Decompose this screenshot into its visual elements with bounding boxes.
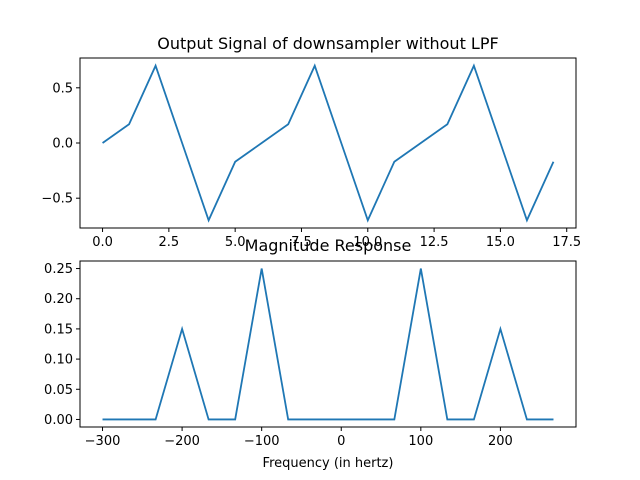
time-plot-ytick-label: 0.0 [52,137,73,152]
time-plot-xtick-label: 5.0 [225,235,246,250]
magnitude-plot-ytick-label: 0.20 [44,292,73,307]
magnitude-plot-xtick-label: −200 [164,434,200,449]
time-plot-xtick-label: 17.5 [552,235,581,250]
time-plot-xtick-label: 12.5 [420,235,449,250]
magnitude-plot-xtick-label: 100 [408,434,433,449]
magnitude-plot-xtick-label: 200 [488,434,513,449]
time-plot-xtick-label: 0.0 [92,235,113,250]
time-plot-xtick-label: 15.0 [486,235,515,250]
magnitude-plot-ytick-label: 0.05 [44,383,73,398]
time-plot-axes-frame [79,57,577,229]
magnitude-plot-title: Magnitude Response [245,236,412,255]
magnitude-plot-ytick-label: 0.00 [44,413,73,428]
magnitude-plot-xlabel: Frequency (in hertz) [263,456,394,471]
magnitude-response-plot: Magnitude Response Frequency (in hertz) … [44,236,577,471]
time-plot-xtick-label: 10.0 [353,235,382,250]
magnitude-plot-ytick-label: 0.15 [44,322,73,337]
magnitude-plot-series-line [102,268,554,421]
time-plot-xtick-label: 2.5 [159,235,180,250]
magnitude-plot-xtick-label: −100 [244,434,280,449]
time-plot-ytick-label: −0.5 [41,192,73,207]
magnitude-plot-axes-frame [79,260,577,428]
time-plot-ytick-label: 0.5 [52,81,73,96]
magnitude-plot-xtick-label: 0 [337,434,345,449]
magnitude-plot-ytick-label: 0.10 [44,353,73,368]
time-plot-series-line [102,63,555,223]
magnitude-plot-xtick-label: −300 [85,434,121,449]
time-plot-xtick-label: 7.5 [291,235,312,250]
magnitude-plot-ytick-label: 0.25 [44,262,73,277]
time-plot-title: Output Signal of downsampler without LPF [157,34,498,53]
time-domain-plot: Output Signal of downsampler without LPF… [41,34,581,250]
